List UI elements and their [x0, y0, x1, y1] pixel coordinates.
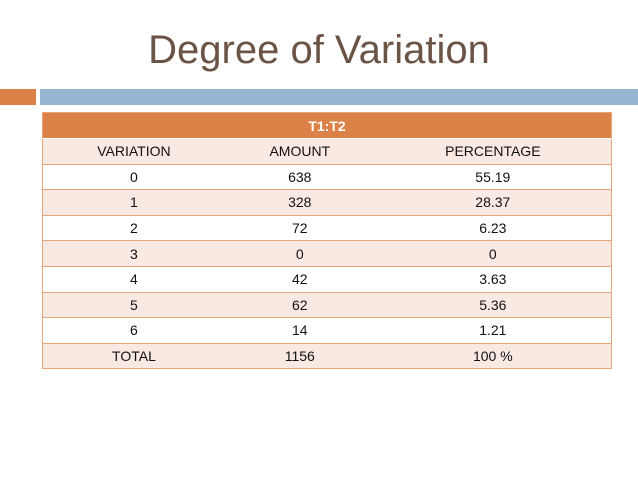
slide-title: Degree of Variation [148, 28, 490, 72]
table-cell: 1.21 [374, 317, 612, 344]
accent-bar-orange [0, 89, 36, 105]
table-cell: 0 [224, 240, 375, 267]
accent-bar-blue [40, 89, 638, 105]
table-row: TOTAL 1156 100 % [42, 343, 612, 370]
table-cell: 5.36 [374, 292, 612, 319]
table-row: 6 14 1.21 [42, 317, 612, 344]
table-cell: 42 [224, 266, 375, 293]
table-row: 0 638 55.19 [42, 164, 612, 191]
table-cell: 55.19 [374, 164, 612, 191]
table-row: 1 328 28.37 [42, 189, 612, 216]
table-cell: 14 [224, 317, 375, 344]
table-caption: T1:T2 [42, 112, 612, 139]
table-cell: 3.63 [374, 266, 612, 293]
header-row: VARIATION AMOUNT PERCENTAGE [42, 138, 612, 165]
table-cell: 3 [42, 240, 225, 267]
table-cell: 100 % [374, 343, 612, 370]
table-cell: 6 [42, 317, 225, 344]
table-cell: 62 [224, 292, 375, 319]
table-cell: 0 [374, 240, 612, 267]
table-cell: 1 [42, 189, 225, 216]
column-header: AMOUNT [224, 138, 375, 165]
table-cell: 4 [42, 266, 225, 293]
variation-table: T1:T2 VARIATION AMOUNT PERCENTAGE 0 638 55… [42, 112, 612, 370]
table-cell: 5 [42, 292, 225, 319]
table-cell: 6.23 [374, 215, 612, 242]
table-row: 4 42 3.63 [42, 266, 612, 293]
table-cell: TOTAL [42, 343, 225, 370]
column-header: VARIATION [42, 138, 225, 165]
table-cell: 2 [42, 215, 225, 242]
table-cell: 1156 [224, 343, 375, 370]
table-row: 5 62 5.36 [42, 292, 612, 319]
column-header: PERCENTAGE [374, 138, 612, 165]
table-cell: 0 [42, 164, 225, 191]
table-cell: 638 [224, 164, 375, 191]
table-row: 2 72 6.23 [42, 215, 612, 242]
table-cell: 72 [224, 215, 375, 242]
table-cell: 28.37 [374, 189, 612, 216]
table-cell: 328 [224, 189, 375, 216]
